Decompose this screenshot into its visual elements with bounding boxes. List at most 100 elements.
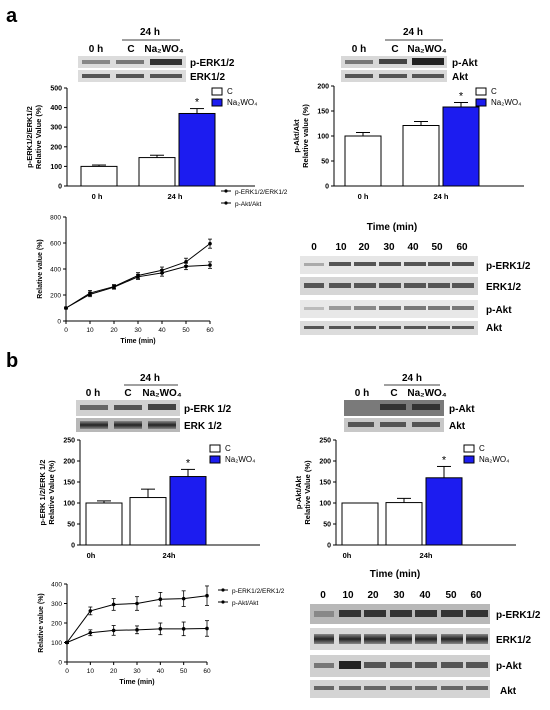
b-timecourse-blot: Time (min) 0 10 20 30 40 50 60 p-ERK1/2 … — [310, 569, 541, 698]
a-erk-blot: 24 h 0 h C Na₂WO₄ p-ERK1/2 ERK1/2 — [78, 27, 235, 83]
a-time-line-ytick-label: 800 — [50, 215, 61, 222]
b-time-line-point — [181, 627, 186, 631]
a-time-line-legend-marker — [224, 189, 228, 193]
a-akt-bar-ytick-label: 150 — [317, 109, 329, 116]
a-akt-bar-ytick-label: 100 — [317, 134, 329, 141]
a-akt-lane-na: Na₂WO₄ — [407, 44, 446, 55]
b-akt-blot: 24 h 0 h C Na₂WO₄ p-Akt Akt — [344, 373, 475, 432]
b-time-line-ytick-label: 400 — [51, 582, 62, 589]
a-erk-lane-na: Na₂WO₄ — [144, 44, 183, 55]
a-time-line-point — [136, 275, 140, 279]
b-akt-bar-ytick-label: 200 — [319, 459, 331, 466]
b-erk-bar-ylabel: p-ERK 1/2/ERK 1/2 — [38, 460, 47, 526]
b-akt-row-label-2: Akt — [449, 421, 466, 432]
b-tc-row-label-4: Akt — [500, 686, 517, 697]
b-time-line-xtick-label: 20 — [110, 668, 118, 675]
a-tc-row-label-1: p-ERK1/2 — [486, 261, 531, 272]
b-time-line-xlabel: Time (min) — [119, 679, 154, 686]
a-akt-bar-legend-label: C — [491, 87, 497, 96]
a-akt-bar-bar — [402, 125, 440, 187]
a-time-line-xtick-label: 60 — [206, 327, 214, 334]
a-akt-bar-legend-swatch — [475, 87, 487, 96]
a-tc-lane-0: 0 — [311, 242, 317, 253]
a-time-line-legend-label: p-ERK1/2/ERK1/2 — [235, 189, 288, 196]
a-erk-bar-bar — [138, 157, 176, 187]
b-erk-row-label-1: p-ERK 1/2 — [184, 404, 232, 415]
a-tc-lanes: 0 10 20 30 40 50 60 — [311, 242, 468, 253]
panel-letter-a: a — [6, 5, 18, 27]
b-erk-bar-legend-swatch — [209, 444, 221, 453]
b-erk-bar-ytick-label: 50 — [67, 522, 75, 529]
a-tc-lane-1: 10 — [335, 242, 347, 253]
a-time-line-point — [184, 264, 188, 269]
a-tc-lane-4: 40 — [407, 242, 419, 253]
b-akt-bar-bar — [385, 502, 423, 546]
b-akt-bar-bar — [341, 502, 379, 546]
b-akt-bar-bar — [425, 477, 463, 546]
a-time-line-point — [64, 306, 68, 310]
b-erk-row-label-2: ERK 1/2 — [184, 421, 222, 432]
b-erk-bar-bar — [85, 502, 123, 546]
b-erk-bar-ytick-label: 150 — [63, 480, 75, 487]
b-time-line-xtick-label: 50 — [180, 668, 188, 675]
a-time-line-ylabel: Relative value (%) — [37, 239, 44, 299]
b-time-line-point — [205, 626, 209, 631]
a-tc-lane-2: 20 — [358, 242, 370, 253]
b-erk-bar-legend-label: C — [225, 444, 231, 453]
b-time-line-xtick-label: 0 — [65, 668, 69, 675]
b-time-line-point — [135, 628, 139, 632]
a-erk-row-label-2: ERK1/2 — [190, 72, 225, 83]
b-time-line-legend-marker — [221, 600, 225, 604]
b-time-line-point — [135, 601, 139, 606]
a-time-line-legend-marker — [224, 201, 228, 205]
a-time-line-point — [208, 241, 212, 246]
a-akt-bar-legend-label: Na₂WO₄ — [491, 98, 521, 107]
b-akt-row-label-1: p-Akt — [449, 404, 475, 415]
a-erk-row-label-1: p-ERK1/2 — [190, 58, 235, 69]
a-akt-blot: 24 h 0 h C Na₂WO₄ p-Akt Akt — [341, 27, 478, 83]
b-tc-lane-3: 30 — [393, 590, 405, 601]
a-tc-lane-5: 50 — [431, 242, 443, 253]
a-erk-bar-ytick-label: 100 — [50, 164, 62, 171]
a-erk-lane-0h: 0 h — [89, 44, 103, 55]
a-time-line-xtick-label: 0 — [64, 327, 68, 334]
b-time-line-xtick-label: 60 — [203, 668, 211, 675]
a-tc-lane-3: 30 — [383, 242, 395, 253]
a-time-line-xtick-label: 40 — [158, 327, 166, 334]
a-akt-row-label-2: Akt — [452, 72, 469, 83]
a-akt-bar-ytick-label: 0 — [325, 184, 329, 191]
b-akt-bar-legend-swatch — [463, 444, 475, 453]
b-akt-blot-header: 24 h — [402, 373, 422, 384]
b-erk-blot: 24 h 0 h C Na₂WO₄ p-ERK 1/2 ERK 1/2 — [76, 373, 232, 432]
chart-a-time-line: 0 200 400 600 800 0 10 20 30 40 50 60 Time (min) Rela… — [37, 189, 288, 345]
a-akt-blot-header: 24 h — [403, 27, 423, 38]
a-erk-bar-category-label: 0 h — [92, 192, 103, 201]
b-akt-bar-category-label: 0h — [343, 551, 352, 560]
a-akt-bar-category-label: 24 h — [433, 192, 448, 201]
a-time-line-ytick-label: 200 — [50, 293, 61, 300]
a-erk-bar-legend-swatch — [211, 87, 223, 96]
b-time-line-legend-marker — [221, 588, 225, 592]
b-erk-lane-0h: 0 h — [86, 388, 100, 399]
a-erk-bar-bar — [80, 165, 118, 187]
b-akt-bar-ylabel: p-Akt/Akt — [294, 475, 303, 509]
a-akt-bar-ylabel: Relative value (%) — [301, 104, 310, 168]
b-erk-bar-bar — [169, 476, 207, 546]
a-akt-bar-ytick-label: 200 — [317, 84, 329, 91]
a-tc-row-label-4: Akt — [486, 323, 503, 334]
b-tc-lane-4: 40 — [419, 590, 431, 601]
b-erk-bar-legend-swatch — [209, 455, 221, 464]
a-akt-bar-bar — [344, 135, 382, 187]
b-akt-bar-ytick-label: 50 — [323, 522, 331, 529]
b-erk-lane-c: C — [124, 388, 131, 399]
b-time-line-legend-label: p-ERK1/2/ERK1/2 — [232, 588, 285, 595]
a-erk-blot-header: 24 h — [140, 27, 160, 38]
a-time-line-point — [160, 271, 164, 275]
a-erk-bar-category-label: 24 h — [167, 192, 182, 201]
a-erk-bar-legend-label: C — [227, 87, 233, 96]
b-akt-bar-ytick-label: 250 — [319, 438, 331, 445]
b-time-line-ytick-label: 200 — [51, 621, 62, 628]
b-akt-bar-ytick-label: 0 — [327, 543, 331, 550]
b-erk-bar-bar — [129, 497, 167, 546]
b-time-line-ytick-label: 0 — [58, 660, 62, 667]
